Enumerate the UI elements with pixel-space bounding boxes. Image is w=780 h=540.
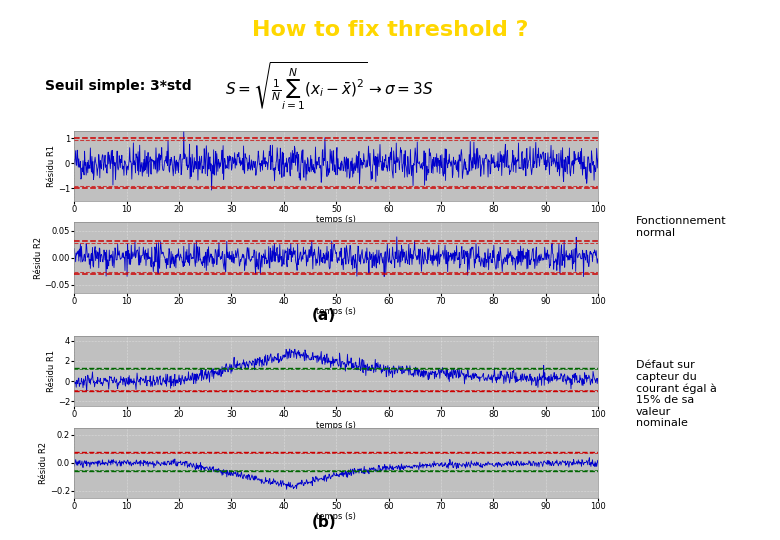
Text: Fonctionnement
normal: Fonctionnement normal: [636, 216, 726, 238]
Y-axis label: Résidu R1: Résidu R1: [48, 145, 56, 187]
Y-axis label: Résidu R2: Résidu R2: [40, 442, 48, 484]
X-axis label: temps (s): temps (s): [316, 512, 356, 522]
Text: (a): (a): [312, 308, 335, 323]
Y-axis label: Résidu R2: Résidu R2: [34, 237, 43, 279]
Text: (b): (b): [311, 515, 336, 530]
X-axis label: temps (s): temps (s): [316, 215, 356, 225]
Text: Défaut sur
capteur du
courant égal à
15% de sa
valeur
nominale: Défaut sur capteur du courant égal à 15%…: [636, 360, 717, 429]
Y-axis label: Résidu R1: Résidu R1: [48, 350, 56, 392]
Text: How to fix threshold ?: How to fix threshold ?: [252, 19, 528, 40]
X-axis label: temps (s): temps (s): [316, 307, 356, 316]
Text: Seuil simple: 3*std: Seuil simple: 3*std: [45, 79, 192, 93]
Text: $S = \sqrt{\frac{1}{N}\sum_{i=1}^{N}(x_i - \bar{x})^2} \rightarrow \sigma = 3S$: $S = \sqrt{\frac{1}{N}\sum_{i=1}^{N}(x_i…: [225, 61, 433, 112]
X-axis label: temps (s): temps (s): [316, 421, 356, 430]
